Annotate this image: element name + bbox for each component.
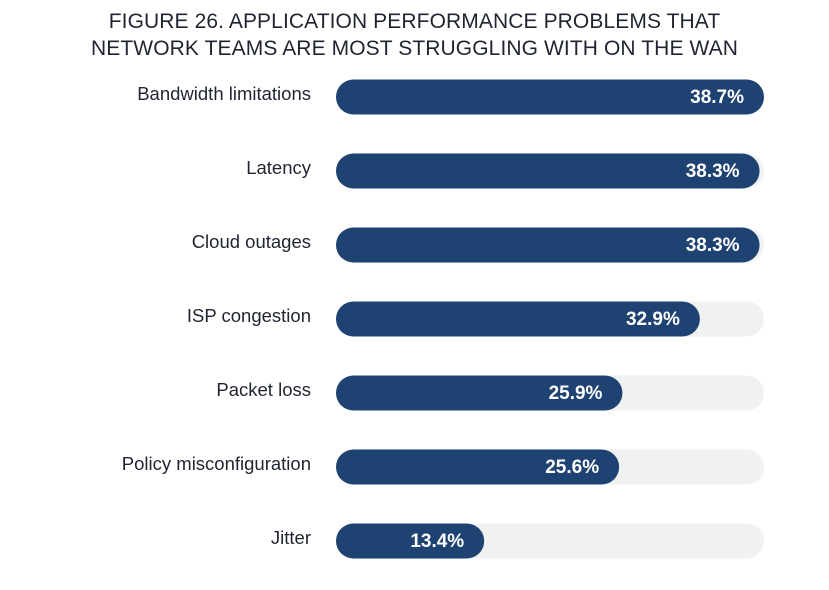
value-label: 38.7% bbox=[690, 87, 744, 108]
category-label: Policy misconfiguration bbox=[122, 453, 311, 474]
bar-row: ISP congestion 32.9% bbox=[187, 301, 764, 337]
bar bbox=[336, 153, 760, 189]
value-label: 38.3% bbox=[686, 235, 740, 256]
bar-row: Bandwidth limitations 38.7% bbox=[137, 79, 764, 115]
value-label: 25.9% bbox=[549, 383, 603, 404]
value-label: 25.6% bbox=[545, 457, 599, 478]
bar-row: Latency 38.3% bbox=[246, 153, 764, 189]
category-label: Latency bbox=[246, 157, 312, 178]
bar bbox=[336, 79, 764, 115]
bar-row: Cloud outages 38.3% bbox=[192, 227, 764, 263]
value-label: 32.9% bbox=[626, 309, 680, 330]
bar bbox=[336, 227, 760, 263]
category-label: Packet loss bbox=[216, 379, 311, 400]
category-label: Jitter bbox=[271, 527, 311, 548]
chart-title: FIGURE 26. APPLICATION PERFORMANCE PROBL… bbox=[0, 8, 829, 62]
category-label: ISP congestion bbox=[187, 305, 311, 326]
bar bbox=[336, 301, 700, 337]
bar bbox=[336, 375, 623, 411]
chart-title-line-1: FIGURE 26. APPLICATION PERFORMANCE PROBL… bbox=[108, 10, 721, 33]
chart-title-line-2: NETWORK TEAMS ARE MOST STRUGGLING WITH O… bbox=[91, 37, 738, 60]
bar-row: Jitter 13.4% bbox=[271, 523, 764, 559]
value-label: 38.3% bbox=[686, 161, 740, 182]
category-label: Cloud outages bbox=[192, 231, 311, 252]
bar bbox=[336, 523, 485, 559]
bar-row: Packet loss 25.9% bbox=[216, 375, 764, 411]
bar bbox=[336, 449, 620, 485]
category-label: Bandwidth limitations bbox=[137, 83, 311, 104]
value-label: 13.4% bbox=[410, 531, 464, 552]
bar-row: Policy misconfiguration 25.6% bbox=[122, 449, 764, 485]
